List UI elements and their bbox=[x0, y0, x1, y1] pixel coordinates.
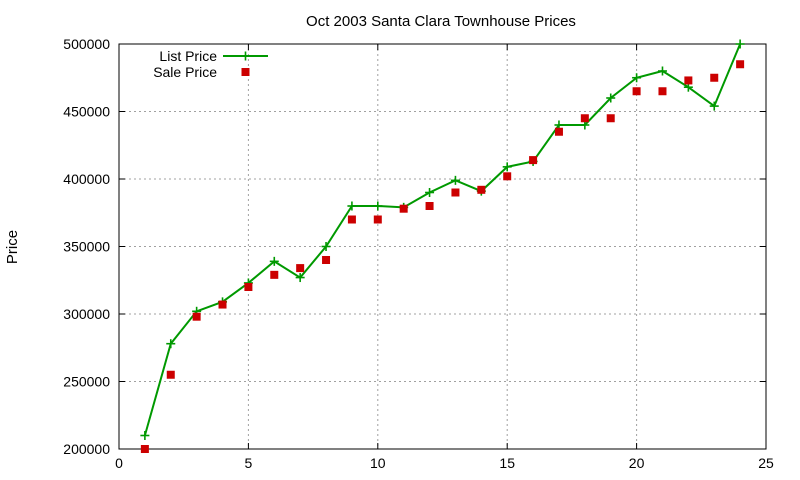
sale-price-point bbox=[270, 270, 279, 279]
sale-price-point bbox=[554, 127, 563, 136]
y-tick-label: 350000 bbox=[63, 239, 110, 255]
ticks-layer: 0 5 10 15 20 25 200000 250000 300000 350000 400000… bbox=[63, 36, 774, 471]
sale-price-point bbox=[606, 114, 615, 123]
y-tick-label: 400000 bbox=[63, 171, 110, 187]
list-price-line bbox=[143, 43, 742, 436]
sale-price-point bbox=[580, 114, 589, 123]
x-tick-label: 15 bbox=[499, 455, 515, 471]
y-tick-label: 300000 bbox=[63, 306, 110, 322]
sale-price-point bbox=[347, 215, 356, 224]
sale-price-point bbox=[632, 87, 641, 96]
grid-layer bbox=[119, 44, 766, 449]
list-price-point bbox=[295, 273, 305, 283]
list-price-point bbox=[321, 242, 331, 251]
x-tick-label: 0 bbox=[115, 455, 123, 471]
x-tick-label: 5 bbox=[245, 455, 253, 471]
y-tick-label: 500000 bbox=[63, 36, 110, 52]
sale-price-point bbox=[373, 215, 382, 224]
sale-price-point bbox=[710, 73, 719, 82]
list-price-point bbox=[166, 339, 176, 349]
legend-label-list-price: List Price bbox=[159, 48, 217, 64]
sale-price-point bbox=[529, 156, 538, 165]
sale-price-point bbox=[192, 312, 201, 321]
legend-marker-sale-price bbox=[241, 68, 250, 76]
list-price-point bbox=[657, 66, 667, 76]
sale-price-series bbox=[140, 60, 745, 453]
sale-price-point bbox=[658, 87, 667, 96]
sale-price-point bbox=[736, 60, 745, 69]
x-tick-label: 20 bbox=[629, 455, 645, 471]
x-tick-label: 25 bbox=[758, 455, 774, 471]
sale-price-point bbox=[503, 172, 512, 181]
sale-price-point bbox=[399, 204, 408, 213]
plot-frame bbox=[118, 43, 767, 450]
sale-price-point bbox=[296, 264, 305, 273]
list-price-point bbox=[425, 188, 435, 197]
list-price-point bbox=[632, 73, 642, 83]
legend-marker-list-price bbox=[241, 51, 250, 61]
sale-price-point bbox=[684, 76, 693, 85]
series-layer bbox=[140, 39, 745, 453]
list-price-point bbox=[140, 431, 150, 440]
sale-price-point bbox=[451, 188, 460, 197]
list-price-series bbox=[140, 39, 745, 440]
list-price-point bbox=[269, 256, 279, 266]
sale-price-point bbox=[140, 445, 149, 453]
chart-title: Oct 2003 Santa Clara Townhouse Prices bbox=[306, 13, 576, 30]
sale-price-point bbox=[477, 185, 486, 194]
y-tick-label: 200000 bbox=[63, 441, 110, 457]
list-price-point bbox=[502, 162, 512, 172]
list-price-point bbox=[373, 201, 383, 211]
y-tick-label: 250000 bbox=[63, 374, 110, 390]
sale-price-point bbox=[322, 256, 331, 264]
sale-price-point bbox=[166, 370, 175, 379]
y-axis-label: Price bbox=[4, 230, 21, 264]
x-tick-label: 10 bbox=[370, 455, 386, 471]
sale-price-point bbox=[218, 300, 227, 309]
sale-price-point bbox=[425, 202, 434, 210]
list-price-point bbox=[735, 39, 745, 49]
list-price-point bbox=[347, 201, 357, 211]
y-tick-label: 450000 bbox=[63, 104, 110, 120]
list-price-point bbox=[450, 175, 460, 185]
legend-label-sale-price: Sale Price bbox=[153, 64, 217, 80]
list-price-point bbox=[606, 93, 616, 103]
sale-price-point bbox=[244, 283, 253, 291]
list-price-point bbox=[709, 101, 719, 111]
